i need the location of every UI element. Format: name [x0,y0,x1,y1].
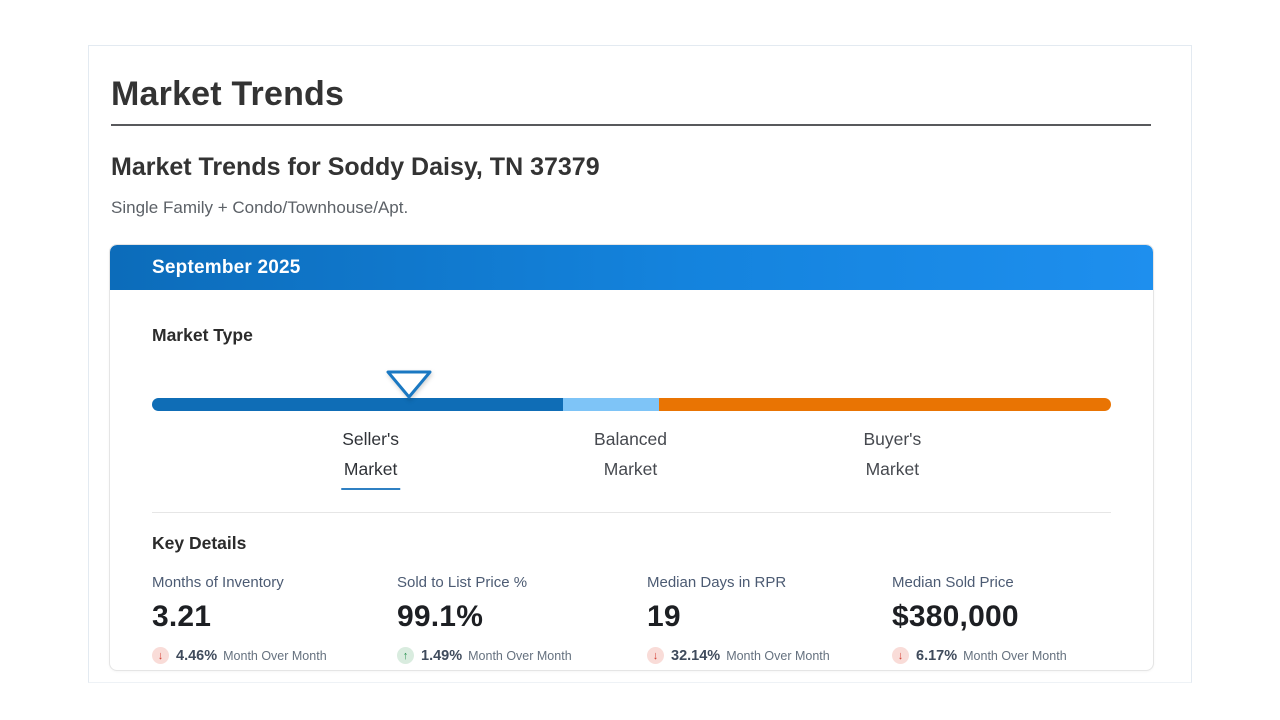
metric-value: 99.1% [397,600,484,633]
change-period: Month Over Month [726,648,830,663]
change-period: Month Over Month [223,648,327,663]
metric-value: $380,000 [892,600,1019,633]
arrow-down-icon: ↓ [892,647,909,664]
arrow-up-icon: ↑ [397,647,414,664]
property-types-label: Single Family + Condo/Townhouse/Apt. [111,198,409,217]
gauge-segment-sellers [152,398,564,411]
arrow-down-icon: ↓ [647,647,664,664]
month-summary-card: September 2025 Market Type Seller's Mark… [109,244,1154,671]
market-position-indicator-icon [386,370,432,399]
change-period: Month Over Month [963,648,1067,663]
market-trends-panel: Market Trends Market Trends for Soddy Da… [88,45,1192,683]
title-divider [111,124,1151,126]
metric-label: Median Days in RPR [647,574,787,591]
gauge-segment-buyers [659,398,1111,411]
metric-change: ↓ 4.46% Month Over Month [152,647,397,664]
metric-value: 19 [647,600,681,633]
key-details-heading: Key Details [152,533,247,553]
market-type-heading: Market Type [152,325,253,345]
metric-sold-to-list-price: Sold to List Price % 99.1% ↑ 1.49% Month… [397,574,647,664]
market-type-bar [152,398,1111,411]
market-label-buyers-line2: Market [865,459,920,479]
page-title: Market Trends [111,75,345,113]
metric-change: ↑ 1.49% Month Over Month [397,647,647,664]
metric-median-sold-price: Median Sold Price $380,000 ↓ 6.17% Month… [892,574,1111,664]
market-label-sellers[interactable]: Seller's Market [340,424,401,490]
market-label-sellers-line2: Market [340,454,401,490]
metric-median-days-in-rpr: Median Days in RPR 19 ↓ 32.14% Month Ove… [647,574,892,664]
change-percent: 32.14% [671,647,721,664]
market-label-buyers: Buyer's Market [863,424,921,484]
change-period: Month Over Month [468,648,572,663]
month-header: September 2025 [110,245,1153,290]
gauge-segment-balanced [563,398,660,411]
change-percent: 6.17% [916,647,958,664]
change-percent: 4.46% [176,647,218,664]
market-label-balanced: Balanced Market [594,424,667,484]
metric-value: 3.21 [152,600,212,633]
market-label-balanced-line1: Balanced [594,429,668,449]
metric-change: ↓ 32.14% Month Over Month [647,647,892,664]
market-label-buyers-line1: Buyer's [863,429,922,449]
arrow-down-icon: ↓ [152,647,169,664]
card-body: Market Type Seller's Market Balanced [110,324,1153,664]
metric-label: Sold to List Price % [397,574,528,591]
market-label-balanced-line2: Market [603,459,658,479]
section-title: Market Trends for Soddy Daisy, TN 37379 [111,153,600,181]
section-divider [152,512,1111,513]
metric-months-of-inventory: Months of Inventory 3.21 ↓ 4.46% Month O… [152,574,397,664]
market-type-labels: Seller's Market Balanced Market Buyer's … [152,424,1111,500]
market-type-gauge [152,370,1111,411]
key-details-metrics: Months of Inventory 3.21 ↓ 4.46% Month O… [152,574,1111,664]
market-label-sellers-line1: Seller's [342,429,400,449]
metric-label: Median Sold Price [892,574,1014,591]
change-percent: 1.49% [421,647,463,664]
metric-change: ↓ 6.17% Month Over Month [892,647,1111,664]
metric-label: Months of Inventory [152,574,284,591]
